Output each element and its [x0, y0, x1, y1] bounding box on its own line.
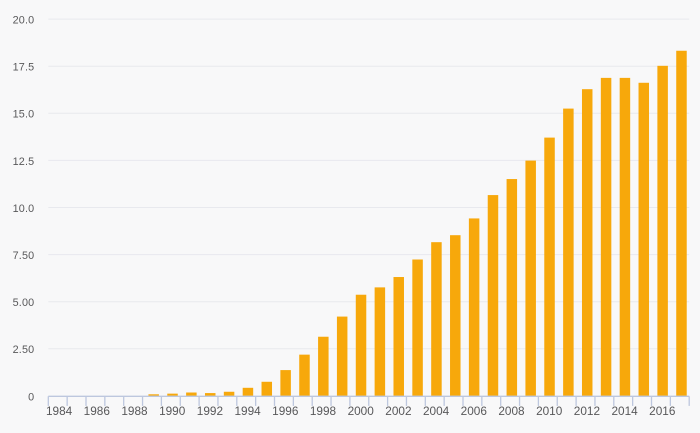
svg-text:1996: 1996	[272, 404, 299, 418]
svg-text:2012: 2012	[574, 404, 600, 418]
svg-text:2006: 2006	[461, 404, 488, 418]
svg-text:1988: 1988	[121, 404, 148, 418]
svg-text:2014: 2014	[611, 404, 638, 418]
svg-text:17.5: 17.5	[13, 62, 35, 74]
svg-text:20.0: 20.0	[13, 15, 35, 27]
svg-text:2010: 2010	[536, 404, 563, 418]
svg-text:2004: 2004	[423, 404, 450, 418]
svg-text:1984: 1984	[46, 404, 73, 418]
svg-text:1986: 1986	[84, 404, 111, 418]
svg-text:2002: 2002	[385, 404, 411, 418]
svg-text:5.00: 5.00	[13, 297, 35, 309]
svg-text:2000: 2000	[348, 404, 375, 418]
svg-text:7.50: 7.50	[13, 250, 35, 262]
svg-text:2016: 2016	[649, 404, 676, 418]
svg-text:1998: 1998	[310, 404, 337, 418]
svg-text:2.50: 2.50	[13, 344, 35, 356]
svg-text:1990: 1990	[159, 404, 186, 418]
svg-text:10.0: 10.0	[13, 203, 35, 215]
svg-text:0: 0	[28, 391, 34, 403]
svg-text:12.5: 12.5	[13, 156, 35, 168]
svg-text:1992: 1992	[197, 404, 223, 418]
svg-text:1994: 1994	[234, 404, 261, 418]
svg-text:15.0: 15.0	[13, 109, 35, 121]
svg-text:2008: 2008	[498, 404, 525, 418]
